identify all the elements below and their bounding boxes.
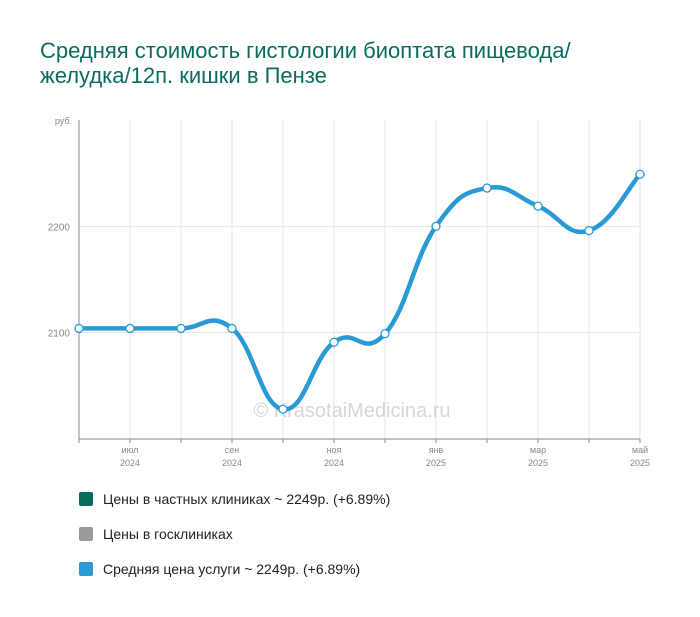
x-tick-label-year: 2025 [426,458,446,468]
data-point [635,169,645,179]
data-point [584,225,594,236]
x-tick-label-month: июл [122,445,139,455]
x-tick-label-month: янв [429,445,444,455]
data-point [533,201,543,211]
x-tick-label-year: 2025 [630,458,650,468]
legend-item-average[interactable]: Средняя цена услуги ~ 2249р. (+6.89%) [79,560,390,578]
y-tick-label: 2100 [48,329,71,340]
data-point [125,323,135,334]
x-tick-label-month: май [632,445,648,455]
data-point [176,323,186,334]
price-line-chart: 2100 2200 руб. июл 2024 сен 2024 ноя 2024 янв 2025… [48,116,650,468]
legend-swatch-private [79,492,93,506]
chart-title: Средняя стоимость гистологии биоптата пи… [40,38,571,88]
data-point [482,183,492,193]
x-tick-label-year: 2024 [324,458,344,468]
watermark: © KrasotaiMedicina.ru [253,400,450,422]
data-point [278,404,288,414]
series-line [76,171,643,412]
x-tick-label-month: сен [225,445,240,455]
legend-label-private: Цены в частных клиниках ~ 2249р. (+6.89%… [103,491,391,507]
data-point [74,323,84,334]
data-point [380,329,390,339]
y-axis-unit: руб. [55,116,72,126]
data-point [431,221,441,231]
legend-swatch-average [79,562,93,576]
x-tick-label-year: 2025 [528,458,548,468]
data-point [329,337,339,347]
legend-label-average: Средняя цена услуги ~ 2249р. (+6.89%) [103,561,361,577]
x-tick-label-year: 2024 [222,458,242,468]
x-tick-label-month: ноя [327,445,342,455]
x-tick-label-month: мар [530,445,546,455]
data-point [227,323,237,334]
legend: Цены в частных клиниках ~ 2249р. (+6.89%… [79,490,390,595]
legend-item-private[interactable]: Цены в частных клиниках ~ 2249р. (+6.89%… [79,490,390,508]
legend-item-public[interactable]: Цены в госклиниках [79,525,390,543]
x-tick-label-year: 2024 [120,458,140,468]
y-tick-label: 2200 [48,222,71,233]
legend-label-public: Цены в госклиниках [103,526,233,542]
legend-swatch-public [79,527,93,541]
